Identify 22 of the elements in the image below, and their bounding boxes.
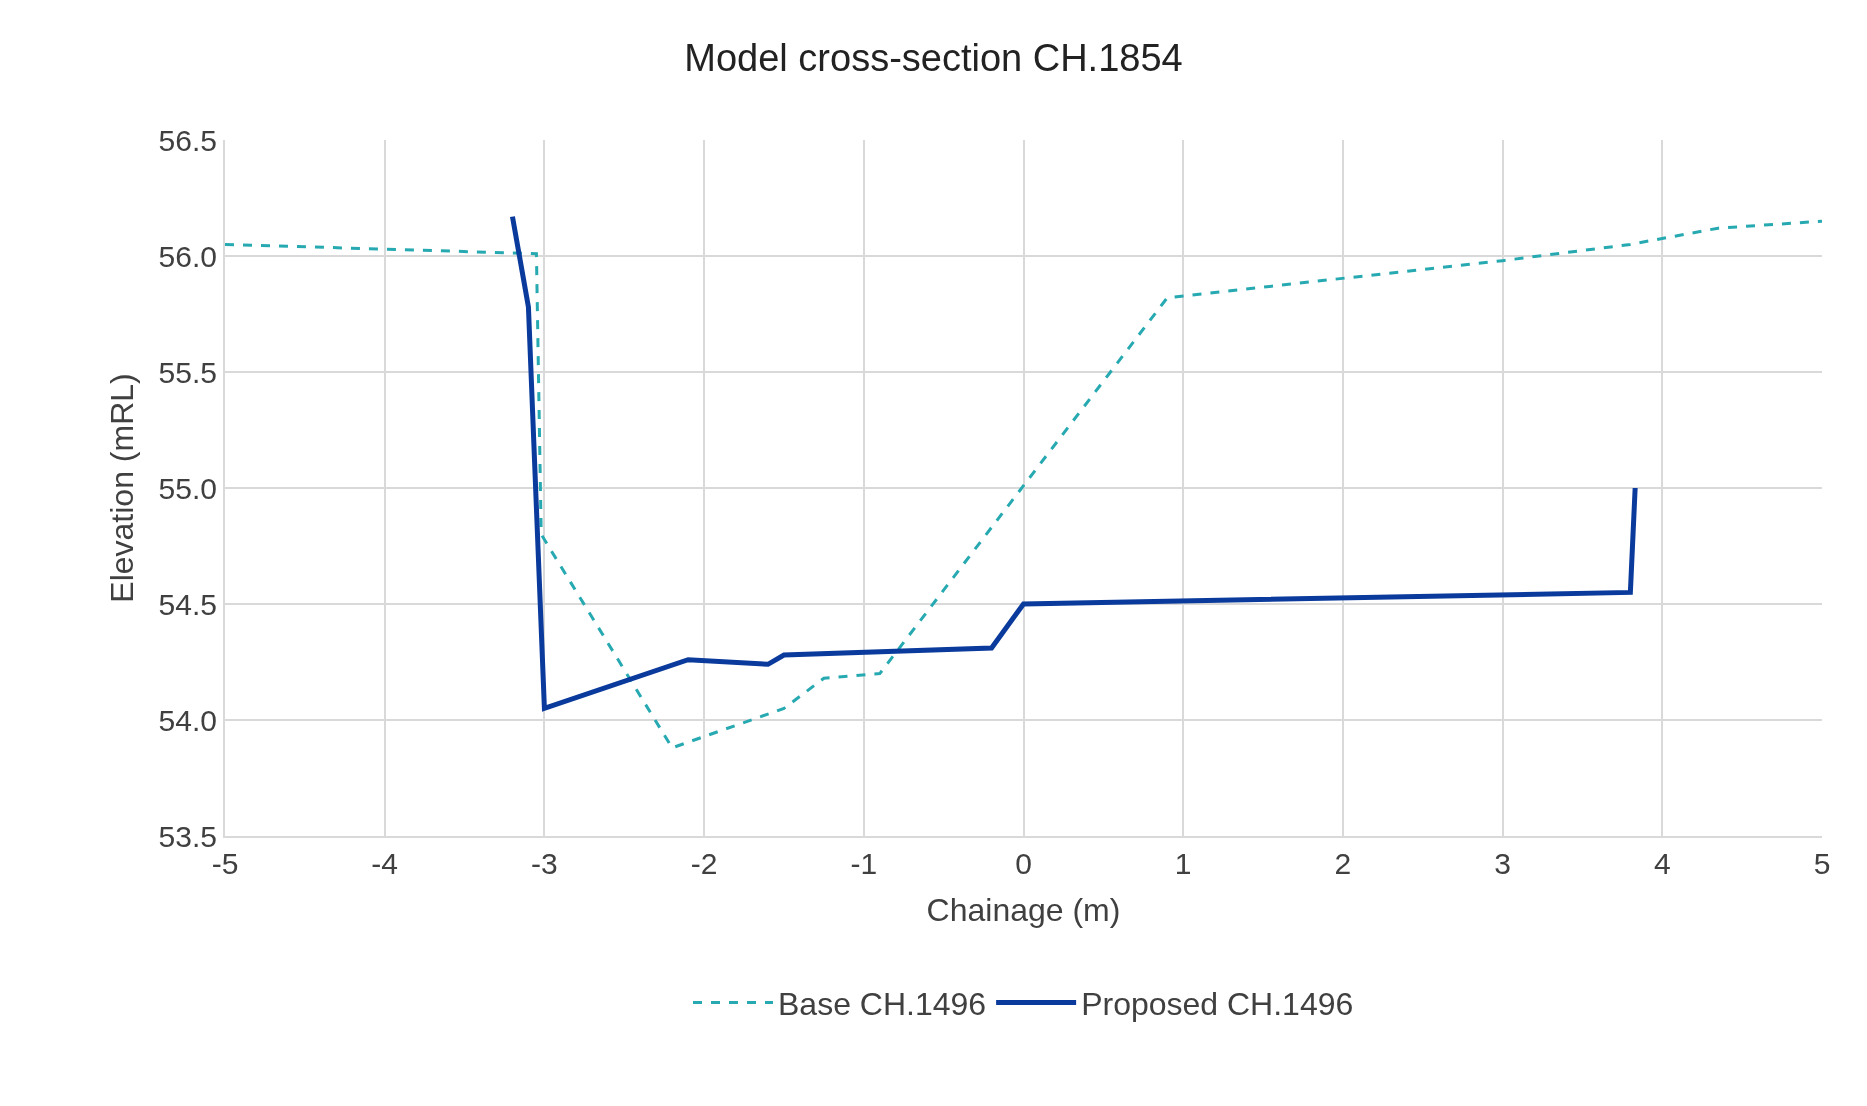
y-tick-label: 55.0 xyxy=(158,471,217,505)
y-tick-label: 54.5 xyxy=(158,587,217,621)
x-tick-label: -3 xyxy=(531,847,558,880)
x-tick-label: 0 xyxy=(1015,847,1032,880)
legend-label: Proposed CH.1496 xyxy=(1081,985,1354,1022)
legend-label: Base CH.1496 xyxy=(778,985,987,1022)
x-tick-label: 4 xyxy=(1653,847,1671,880)
y-axis-title: Elevation (mRL) xyxy=(104,373,141,603)
line-series xyxy=(225,219,1822,750)
x-tick-label: 2 xyxy=(1334,847,1352,880)
x-axis-title: Chainage (m) xyxy=(926,892,1121,929)
x-tick-label: 1 xyxy=(1174,847,1192,880)
y-tick-label: 54.0 xyxy=(158,703,217,737)
chart-title: Model cross-section CH.1854 xyxy=(684,36,1183,79)
x-tick-label: -4 xyxy=(371,847,399,880)
x-tick-label: -2 xyxy=(690,847,718,880)
y-tick-label: 56.0 xyxy=(158,239,217,273)
y-tick-label: 56.5 xyxy=(158,123,217,157)
x-tick-label: -1 xyxy=(850,847,878,880)
y-tick-label: 55.5 xyxy=(158,355,217,389)
x-tick-label: 3 xyxy=(1494,847,1511,880)
x-tick-label: 5 xyxy=(1813,847,1831,880)
